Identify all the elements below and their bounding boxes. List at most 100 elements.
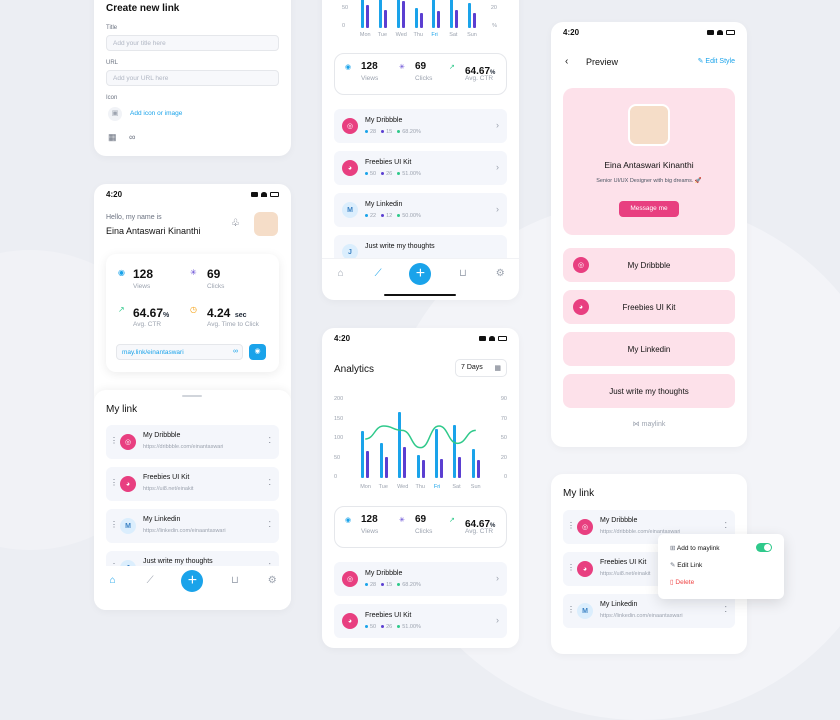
drag-handle-icon[interactable]: ⋮ xyxy=(110,520,118,529)
analytics-icon[interactable]: ⟋ xyxy=(146,575,154,586)
basket-icon[interactable]: ⊔ xyxy=(230,575,239,586)
more-icon[interactable]: ⁚ xyxy=(268,436,271,445)
chart-bar xyxy=(383,9,387,28)
settings-icon[interactable]: ⚙ xyxy=(495,267,505,279)
dribbble-icon: ◎ xyxy=(342,118,358,134)
basket-icon[interactable]: ⊔ xyxy=(458,267,467,279)
x-tick-label: Sat xyxy=(452,484,461,490)
eye-icon: ◉ xyxy=(345,64,352,71)
list-item[interactable]: ◎ My Dribbble 28 15 68.20% › xyxy=(334,562,507,596)
clicks-icon: ✳ xyxy=(399,64,405,71)
trend-line xyxy=(365,425,476,449)
settings-icon[interactable]: ⚙ xyxy=(267,575,277,586)
home-icon[interactable]: ⌂ xyxy=(109,575,116,586)
title-field[interactable]: Add your title here xyxy=(106,35,279,51)
list-item[interactable]: ⋮ ◎ My Dribbble https://dribbble.com/einant… xyxy=(106,425,279,459)
letter-avatar: M xyxy=(577,603,593,619)
list-item[interactable]: ◎ My Dribbble 28 15 68.20% › xyxy=(334,109,507,143)
legend-dot xyxy=(365,172,368,175)
chevron-right-icon[interactable]: › xyxy=(496,204,499,214)
stat-c: 50.00% xyxy=(402,213,421,219)
pencil-icon: ✎ xyxy=(670,562,676,569)
preview-button[interactable]: ◉ xyxy=(249,344,266,360)
more-icon[interactable]: ⁚ xyxy=(268,478,271,487)
period-select[interactable]: 7 Days ▦ xyxy=(455,359,507,377)
views-value: 128 xyxy=(361,61,378,72)
list-item[interactable]: ⋮ ◕ Freebies UI Kit https://ui8.net/einakit… xyxy=(106,467,279,501)
message-me-button[interactable]: Message me xyxy=(619,201,679,217)
ui8-icon: ◕ xyxy=(342,613,358,629)
x-tick-label: Tue xyxy=(377,32,388,38)
back-icon[interactable]: ‹ xyxy=(565,56,569,67)
legend-dot xyxy=(365,625,368,628)
menu-delete[interactable]: ▯ Delete xyxy=(670,579,695,586)
preview-link-button[interactable]: ◎ My Dribbble xyxy=(563,248,735,282)
calendar-icon[interactable]: ▦ xyxy=(108,132,117,142)
toggle-switch[interactable] xyxy=(756,543,772,552)
link-icon[interactable]: ∞ xyxy=(129,132,136,142)
list-item[interactable]: ◕ Freebies UI Kit 50 26 51.00% › xyxy=(334,151,507,185)
more-icon[interactable]: ⁚ xyxy=(724,605,727,614)
legend-dot xyxy=(365,583,368,586)
letter-avatar: M xyxy=(342,202,358,218)
more-icon[interactable]: ⁚ xyxy=(268,520,271,529)
link-title: My Dribbble xyxy=(143,432,181,439)
legend-dot xyxy=(397,130,401,133)
link-stats: 22 12 50.00% xyxy=(365,213,426,219)
drag-handle-icon[interactable]: ⋮ xyxy=(110,436,118,445)
list-item[interactable]: ◕ Freebies UI Kit 50 26 51.00% › xyxy=(334,604,507,638)
url-box[interactable]: may.link/einantaswari ∞ xyxy=(116,344,243,360)
list-item[interactable]: M My Linkedin 22 12 50.00% › xyxy=(334,193,507,227)
profile-card: Eina Antaswari Kinanthi Senior UI/UX Des… xyxy=(563,88,735,235)
preview-link-button[interactable]: Just write my thoughts xyxy=(563,374,735,408)
signal-icon xyxy=(479,336,507,341)
clicks-label: Clicks xyxy=(415,75,433,82)
drag-handle-icon[interactable]: ⋮ xyxy=(567,605,575,614)
chart-bar xyxy=(473,13,477,28)
y2-tick-label: 50 xyxy=(500,435,507,441)
preview-link-button[interactable]: My Linkedin xyxy=(563,332,735,366)
copy-link-icon[interactable]: ∞ xyxy=(233,348,238,355)
chevron-right-icon[interactable]: › xyxy=(496,573,499,583)
home-icon[interactable]: ⌂ xyxy=(337,267,344,279)
y2-tick-label: 70 xyxy=(500,415,507,422)
menu-edit-link[interactable]: ✎ Edit Link xyxy=(670,562,703,569)
add-link-button[interactable]: + xyxy=(181,570,204,592)
chart-bar xyxy=(366,450,370,478)
avatar[interactable] xyxy=(254,212,278,236)
stat-b: 26 xyxy=(386,624,393,630)
create-link-title: Create new link xyxy=(106,3,180,14)
edit-style-button[interactable]: ✎ Edit Style xyxy=(697,58,735,65)
drag-handle-icon[interactable]: ⋮ xyxy=(567,563,575,572)
legend-dot xyxy=(397,625,401,628)
url-field[interactable]: Add your URL here xyxy=(106,70,279,86)
more-icon[interactable]: ⁚ xyxy=(724,521,727,530)
chevron-right-icon[interactable]: › xyxy=(496,615,499,625)
views-value: 128 xyxy=(133,267,154,281)
chart-bar xyxy=(471,448,475,478)
x-tick-label: Wed xyxy=(395,32,407,38)
preview-link-button[interactable]: ◕ Freebies UI Kit xyxy=(563,290,735,324)
analytics-list-screen: 50 0 20 % Mon Tue Wed Thu Fri Sat Sun ◉ 128 Vi… xyxy=(322,0,519,300)
list-item[interactable]: ⋮ M My Linkedin https://linkedin.com/einaan… xyxy=(563,594,735,628)
add-link-button[interactable]: + xyxy=(409,262,432,285)
views-label: Views xyxy=(361,528,379,535)
menu-add-to-maylink[interactable]: ⊞ Add to maylink xyxy=(670,545,720,552)
chart-bar xyxy=(416,454,420,478)
drag-handle-icon[interactable]: ⋮ xyxy=(567,521,575,530)
image-icon[interactable]: ▣ xyxy=(108,107,122,121)
list-item[interactable]: ⋮ ◎ My Dribbble https://dribbble.com/einant… xyxy=(563,510,735,544)
chart-icon: ↗ xyxy=(449,517,455,524)
ctr-label: Avg. CTR xyxy=(465,528,494,535)
chevron-right-icon[interactable]: › xyxy=(496,162,499,172)
list-item[interactable]: ⋮ M My Linkedin https://linkedin.com/einaan… xyxy=(106,509,279,543)
hello-text: Hello, my name is xyxy=(106,214,162,221)
chart-bar xyxy=(453,425,457,478)
analytics-icon[interactable]: ⟋ xyxy=(374,267,382,279)
x-tick-label: Thu xyxy=(413,32,423,38)
drag-handle-icon[interactable]: ⋮ xyxy=(110,478,118,487)
add-icon-link[interactable]: Add icon or image xyxy=(130,110,183,117)
add-box-icon: ⊞ xyxy=(670,545,676,552)
bell-icon[interactable]: ♧ xyxy=(231,218,240,229)
chevron-right-icon[interactable]: › xyxy=(496,120,499,130)
